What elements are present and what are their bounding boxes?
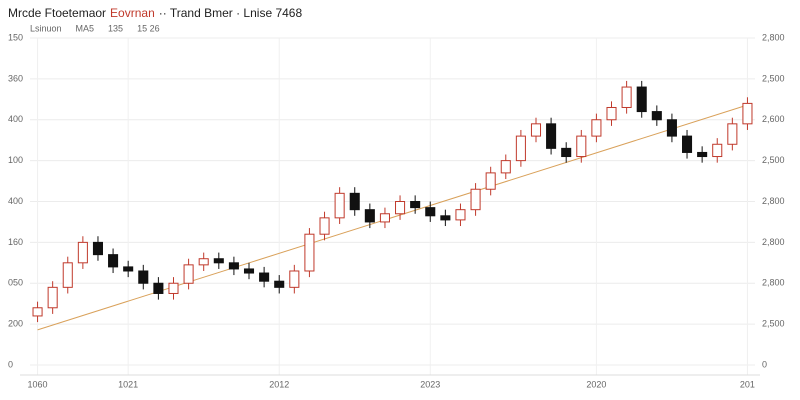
candle-body bbox=[289, 270, 300, 288]
title-part: ·· Trand Bmer · Lnise 7468 bbox=[159, 6, 303, 20]
candle-body bbox=[228, 262, 239, 270]
candle-body bbox=[47, 286, 58, 309]
y2-tick-label: 0 bbox=[762, 359, 767, 369]
candle-body bbox=[138, 270, 149, 284]
candle-body bbox=[530, 123, 542, 137]
y-tick-label: 200 bbox=[8, 319, 23, 329]
candle-body bbox=[198, 258, 209, 266]
y2-tick-label: 2,800 bbox=[762, 237, 785, 247]
candle-body bbox=[727, 123, 738, 145]
candle-body bbox=[576, 135, 587, 158]
legend-label: 15 26 bbox=[137, 23, 160, 33]
legend-label: 135 bbox=[108, 23, 123, 33]
candle-body bbox=[606, 106, 617, 121]
y2-tick-label: 2,500 bbox=[762, 73, 785, 83]
legend-label: MA5 bbox=[76, 23, 95, 33]
candle-body bbox=[364, 209, 375, 223]
candle-body bbox=[304, 233, 315, 272]
y-tick-label: 160 bbox=[8, 237, 23, 247]
candle-body bbox=[32, 307, 43, 317]
y-tick-label: 0 bbox=[8, 359, 13, 369]
candle-body bbox=[636, 86, 647, 113]
x-tick-label: 2020 bbox=[586, 379, 606, 389]
candle-body bbox=[515, 135, 526, 162]
candle-body bbox=[274, 280, 285, 288]
candle-body bbox=[697, 151, 708, 158]
candle-body bbox=[410, 201, 421, 209]
candle-body bbox=[591, 119, 602, 137]
x-tick-label: 1021 bbox=[118, 379, 138, 389]
candle-body bbox=[666, 119, 677, 137]
candle-body bbox=[243, 268, 255, 274]
x-tick-label: 2023 bbox=[420, 379, 440, 389]
legend-label: Lsinuon bbox=[30, 23, 62, 33]
candle-body bbox=[500, 160, 511, 174]
y-tick-label: 400 bbox=[8, 114, 23, 124]
y2-tick-label: 2,800 bbox=[762, 278, 785, 288]
candle-body bbox=[440, 215, 451, 221]
title-part: Mrcde Ftoetemaor bbox=[8, 6, 106, 20]
candle-body bbox=[470, 188, 481, 211]
candle-body bbox=[123, 266, 134, 272]
y-tick-label: 150 bbox=[8, 32, 23, 42]
candle-body bbox=[651, 111, 662, 121]
candle-body bbox=[742, 102, 753, 125]
candle-body bbox=[77, 241, 88, 264]
candle-body bbox=[682, 135, 693, 153]
y2-tick-label: 2,800 bbox=[762, 32, 785, 42]
candle-body bbox=[92, 241, 103, 256]
candle-body bbox=[379, 213, 390, 223]
candle-body bbox=[621, 86, 632, 108]
y-tick-label: 100 bbox=[8, 155, 23, 165]
title-part: Eovrnan bbox=[110, 6, 155, 20]
candle-body bbox=[561, 147, 572, 158]
x-tick-label: 2012 bbox=[269, 379, 289, 389]
chart-title: Mrcde Ftoetemaor Eovrnan ·· Trand Bmer · L… bbox=[8, 6, 302, 20]
y-tick-label: 360 bbox=[8, 73, 23, 83]
y2-tick-label: 2,500 bbox=[762, 155, 785, 165]
candle-body bbox=[712, 143, 723, 158]
candle-body bbox=[183, 264, 194, 284]
x-tick-label: 201 bbox=[740, 379, 755, 389]
candle-body bbox=[485, 172, 496, 190]
y2-tick-label: 2,500 bbox=[762, 319, 785, 329]
candle-body bbox=[546, 123, 557, 149]
candle-body bbox=[108, 254, 119, 268]
candle-body bbox=[334, 192, 345, 219]
candle-body bbox=[395, 201, 406, 215]
candle-body bbox=[168, 282, 179, 294]
candle-body bbox=[153, 282, 164, 294]
candle-body bbox=[62, 262, 73, 288]
x-tick-label: 1060 bbox=[28, 379, 48, 389]
candle-body bbox=[425, 207, 436, 217]
y-tick-label: 400 bbox=[8, 196, 23, 206]
candle-body bbox=[349, 192, 360, 211]
y2-tick-label: 2,800 bbox=[762, 196, 785, 206]
candle-body bbox=[213, 258, 224, 264]
y-tick-label: 050 bbox=[8, 278, 23, 288]
y2-tick-label: 2,600 bbox=[762, 114, 785, 124]
candle-body bbox=[319, 217, 330, 235]
trend-line bbox=[37, 104, 748, 331]
candle-body bbox=[259, 272, 270, 282]
candle-body bbox=[455, 209, 466, 221]
